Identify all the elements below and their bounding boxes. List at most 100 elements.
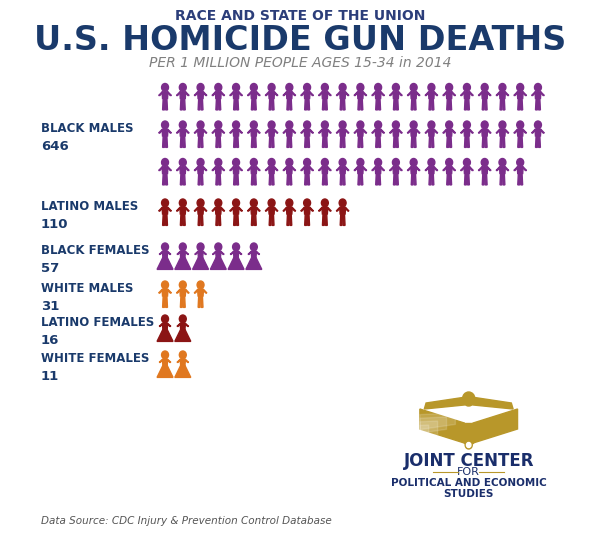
Polygon shape — [411, 167, 416, 174]
Polygon shape — [415, 92, 420, 95]
Polygon shape — [180, 251, 185, 257]
Circle shape — [357, 84, 364, 91]
Text: 57: 57 — [41, 262, 59, 274]
Circle shape — [322, 159, 328, 166]
Polygon shape — [500, 92, 505, 99]
Polygon shape — [451, 129, 455, 133]
Polygon shape — [167, 167, 172, 170]
Polygon shape — [291, 167, 296, 170]
Polygon shape — [325, 214, 327, 226]
Circle shape — [463, 121, 470, 129]
Polygon shape — [236, 174, 238, 185]
Polygon shape — [181, 214, 182, 226]
Text: RACE AND STATE OF THE UNION: RACE AND STATE OF THE UNION — [175, 9, 425, 23]
Circle shape — [322, 121, 328, 129]
Polygon shape — [482, 136, 485, 147]
Polygon shape — [233, 251, 239, 257]
Polygon shape — [167, 323, 171, 326]
Polygon shape — [194, 129, 199, 133]
Circle shape — [286, 121, 293, 129]
Polygon shape — [181, 174, 182, 185]
Polygon shape — [286, 167, 292, 174]
Polygon shape — [197, 129, 203, 136]
Circle shape — [179, 199, 186, 207]
Polygon shape — [398, 92, 402, 95]
Circle shape — [215, 84, 222, 91]
Polygon shape — [167, 251, 171, 255]
Polygon shape — [215, 129, 221, 136]
Polygon shape — [287, 214, 289, 226]
Polygon shape — [449, 99, 452, 110]
Circle shape — [233, 84, 239, 91]
Circle shape — [446, 121, 452, 129]
Polygon shape — [535, 129, 541, 136]
Polygon shape — [407, 129, 412, 133]
Polygon shape — [215, 251, 221, 257]
Circle shape — [304, 159, 311, 166]
Polygon shape — [162, 129, 168, 136]
Polygon shape — [301, 129, 305, 133]
Polygon shape — [520, 136, 523, 147]
Polygon shape — [478, 167, 483, 170]
Polygon shape — [265, 207, 270, 211]
Polygon shape — [467, 174, 469, 185]
Polygon shape — [220, 251, 224, 255]
Polygon shape — [433, 167, 438, 170]
Text: PER 1 MILLION PEOPLE AGES 15-34 in 2014: PER 1 MILLION PEOPLE AGES 15-34 in 2014 — [149, 56, 451, 70]
Polygon shape — [407, 92, 412, 95]
Polygon shape — [431, 174, 434, 185]
Polygon shape — [503, 174, 505, 185]
Polygon shape — [216, 99, 218, 110]
Circle shape — [215, 159, 222, 166]
Polygon shape — [163, 99, 165, 110]
Polygon shape — [340, 92, 346, 99]
Polygon shape — [372, 92, 376, 95]
Polygon shape — [175, 366, 191, 377]
Circle shape — [392, 84, 400, 91]
Polygon shape — [251, 99, 254, 110]
Polygon shape — [325, 174, 327, 185]
Polygon shape — [185, 129, 189, 133]
Text: 31: 31 — [41, 300, 59, 312]
Polygon shape — [415, 167, 420, 170]
Polygon shape — [482, 99, 485, 110]
Polygon shape — [344, 129, 349, 133]
Polygon shape — [301, 167, 305, 170]
Polygon shape — [322, 99, 325, 110]
Polygon shape — [254, 99, 256, 110]
Polygon shape — [503, 136, 505, 147]
Polygon shape — [518, 99, 520, 110]
Polygon shape — [396, 174, 398, 185]
Polygon shape — [307, 214, 310, 226]
Polygon shape — [269, 167, 275, 174]
Polygon shape — [485, 174, 487, 185]
Polygon shape — [380, 167, 385, 170]
Polygon shape — [165, 214, 167, 226]
Circle shape — [268, 159, 275, 166]
Polygon shape — [322, 174, 325, 185]
Polygon shape — [473, 409, 518, 443]
Text: JOINT CENTER: JOINT CENTER — [403, 452, 534, 470]
Polygon shape — [343, 214, 345, 226]
Polygon shape — [304, 167, 310, 174]
Circle shape — [410, 121, 417, 129]
Polygon shape — [290, 214, 292, 226]
Polygon shape — [274, 167, 278, 170]
Polygon shape — [322, 92, 328, 99]
Circle shape — [179, 159, 186, 166]
Polygon shape — [319, 167, 323, 170]
Polygon shape — [201, 136, 203, 147]
Polygon shape — [163, 360, 168, 366]
Polygon shape — [283, 207, 287, 211]
Polygon shape — [183, 136, 185, 147]
Polygon shape — [518, 174, 520, 185]
Polygon shape — [194, 251, 199, 255]
Polygon shape — [158, 289, 163, 293]
Polygon shape — [176, 289, 181, 293]
Circle shape — [161, 159, 169, 166]
Circle shape — [466, 443, 471, 448]
Circle shape — [304, 121, 311, 129]
Polygon shape — [256, 251, 260, 255]
Polygon shape — [520, 174, 523, 185]
Polygon shape — [183, 99, 185, 110]
